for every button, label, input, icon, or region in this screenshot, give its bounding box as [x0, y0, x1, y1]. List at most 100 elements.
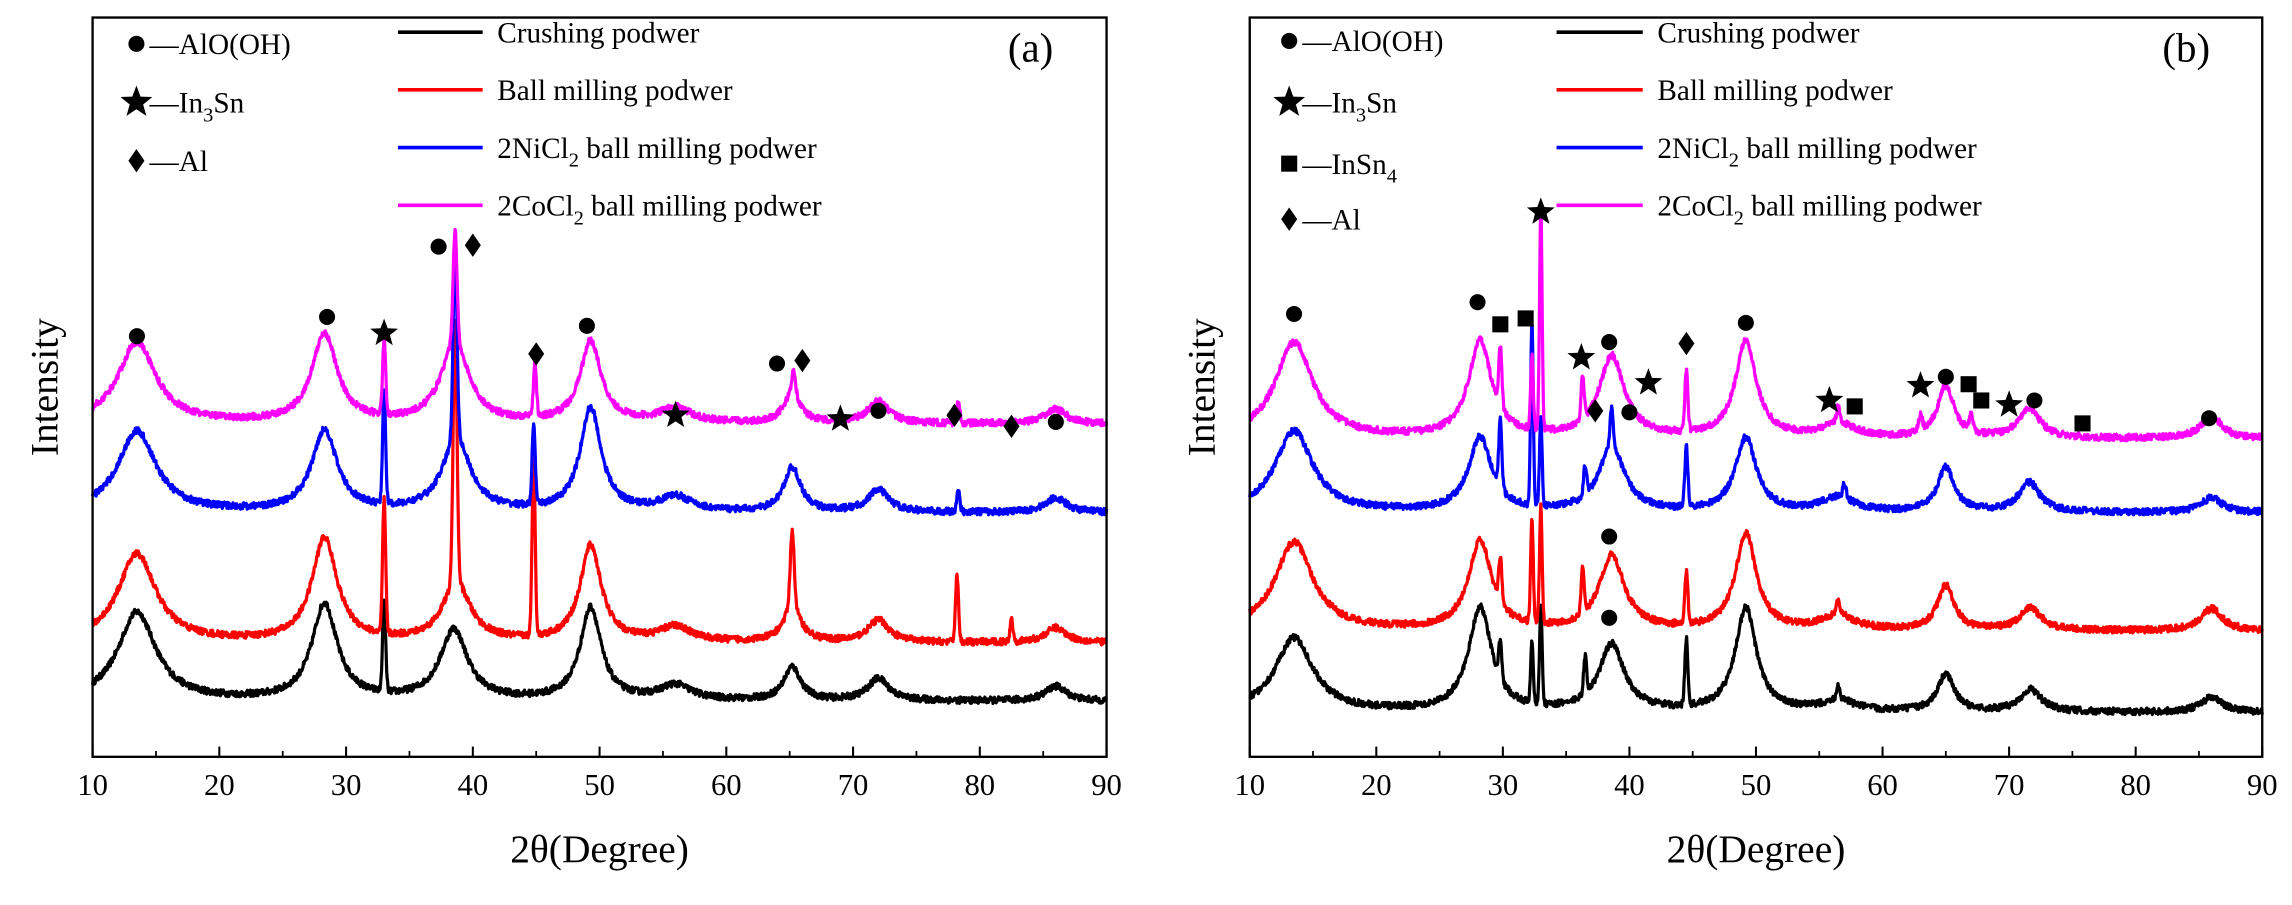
label-text: —AlO(OH): [1301, 26, 1443, 58]
series-legend-item: Crushing podwer: [1556, 17, 1860, 49]
circle-marker-icon: [1601, 528, 1618, 545]
label-text: —Al: [149, 146, 208, 178]
star-marker-icon: [1567, 343, 1596, 370]
label-text: Crushing podwer: [497, 17, 699, 49]
label-text: Sn: [213, 87, 244, 119]
diamond-marker-icon: [946, 403, 963, 427]
label-subscript: 2: [574, 207, 584, 229]
diamond-marker-icon: [528, 342, 545, 366]
series-line-1: [91, 318, 1108, 647]
star-marker-icon: [120, 85, 153, 116]
label-text: —In: [1301, 87, 1356, 119]
label-text: 2CoCl: [497, 191, 573, 223]
circle-marker-icon: [430, 238, 447, 255]
phase-legend-label: —In3Sn: [1301, 87, 1397, 126]
series-line-1: [1248, 502, 2264, 635]
circle-marker-icon: [1469, 294, 1486, 311]
x-tick-label: 90: [2247, 768, 2278, 802]
circle-marker-icon: [128, 328, 145, 345]
series-line-3: [91, 227, 1109, 428]
square-marker-icon: [1517, 310, 1534, 327]
square-marker-icon: [1973, 392, 1990, 409]
x-axis-label: 2θ(Degree): [510, 827, 689, 871]
circle-marker-icon: [128, 35, 145, 52]
series-legend-label: 2NiCl2 ball milling podwer: [497, 133, 817, 172]
series-legend-item: 2CoCl2 ball milling podwer: [397, 191, 822, 229]
x-tick-label: 30: [1488, 768, 1519, 802]
diamond-marker-icon: [1003, 414, 1020, 439]
star-marker-icon: [661, 400, 690, 428]
circle-marker-icon: [768, 355, 786, 372]
circle-marker-icon: [1937, 368, 1954, 385]
series-line-2: [91, 240, 1109, 517]
circle-marker-icon: [870, 402, 887, 419]
circle-marker-icon: [1601, 334, 1618, 351]
series-legend-label: 2CoCl2 ball milling podwer: [1657, 191, 1982, 230]
phase-legend-item: —In3Sn: [120, 85, 245, 126]
phase-legend-item: —InSn4: [1281, 149, 1397, 188]
label-subscript: 2: [1729, 150, 1739, 172]
x-tick-label: 70: [1994, 768, 2025, 802]
x-tick-label: 60: [711, 768, 742, 802]
series-line-0: [90, 598, 1109, 706]
phase-legend-item: —AlO(OH): [128, 29, 291, 61]
x-tick-label: 10: [1234, 768, 1265, 802]
panel-a: 10 20 30 40 50 60 70 80 90 2θ(Degree) Intensity (a)…: [23, 16, 1122, 871]
label-text: ball milling podwer: [1744, 191, 1982, 223]
panel-b: 10 20 30 40 50 60 70 80 90 2θ(Degree) Intensity (b)…: [1180, 16, 2278, 871]
x-tick-label: 70: [838, 768, 869, 802]
phase-legend: —AlO(OH) —In3Sn —InSn4 —Al: [1273, 26, 1444, 236]
phase-legend-label: —Al: [149, 146, 208, 178]
phase-legend-item: —Al: [1281, 204, 1361, 236]
x-tick-label: 50: [1741, 768, 1772, 802]
circle-marker-icon: [1621, 404, 1638, 421]
series-legend-item: Crushing podwer: [397, 17, 700, 49]
diamond-marker-icon: [464, 233, 481, 257]
circle-marker-icon: [1285, 305, 1303, 323]
star-marker-icon: [1273, 85, 1306, 116]
y-axis-label: Intensity: [23, 318, 67, 456]
label-text: —InSn: [1301, 149, 1387, 181]
star-marker-icon: [1526, 197, 1555, 224]
panel-label: (a): [1008, 25, 1053, 70]
panel-label: (b): [2162, 25, 2210, 70]
phase-legend-label: —InSn4: [1301, 149, 1397, 188]
x-tick-label: 60: [1867, 768, 1898, 802]
phase-legend-label: —In3Sn: [149, 87, 245, 126]
circle-marker-icon: [1047, 413, 1064, 430]
phase-legend-item: —AlO(OH): [1281, 26, 1444, 58]
phase-legend-label: —AlO(OH): [1301, 26, 1443, 58]
circle-marker-icon: [319, 308, 336, 325]
square-marker-icon: [1281, 155, 1298, 172]
label-subscript: 2: [569, 150, 579, 172]
x-tick-label: 20: [204, 768, 235, 802]
phase-legend-label: —AlO(OH): [149, 29, 291, 61]
x-tick-label: 80: [964, 768, 995, 802]
series-line-2: [1248, 323, 2264, 517]
square-marker-icon: [1492, 316, 1509, 333]
diamond-marker-icon: [1678, 331, 1695, 356]
phase-legend: —AlO(OH) —In3Sn —Al: [120, 29, 291, 178]
x-tick-label: 10: [77, 768, 108, 802]
label-text: 2NiCl: [497, 133, 568, 165]
label-text: ball milling podwer: [584, 191, 822, 223]
series-legend-item: 2NiCl2 ball milling podwer: [397, 133, 817, 172]
series-legend-item: 2CoCl2 ball milling podwer: [1556, 191, 1982, 230]
label-text: Ball milling podwer: [497, 75, 733, 107]
label-subscript: 3: [203, 104, 213, 126]
x-tick-label: 40: [1614, 768, 1645, 802]
label-text: Ball milling podwer: [1657, 75, 1893, 107]
label-subscript: 3: [1356, 104, 1366, 126]
star-marker-icon: [1815, 385, 1844, 413]
star-marker-icon: [1995, 390, 2024, 417]
series-legend-label: Ball milling podwer: [1657, 75, 1893, 107]
diamond-marker-icon: [794, 348, 811, 373]
diamond-marker-icon: [128, 149, 145, 173]
y-axis-label: Intensity: [1180, 318, 1224, 456]
label-text: 2NiCl: [1657, 133, 1728, 165]
star-marker-icon: [370, 318, 398, 346]
label-text: 2CoCl: [1657, 191, 1733, 223]
label-text: —AlO(OH): [149, 29, 291, 61]
